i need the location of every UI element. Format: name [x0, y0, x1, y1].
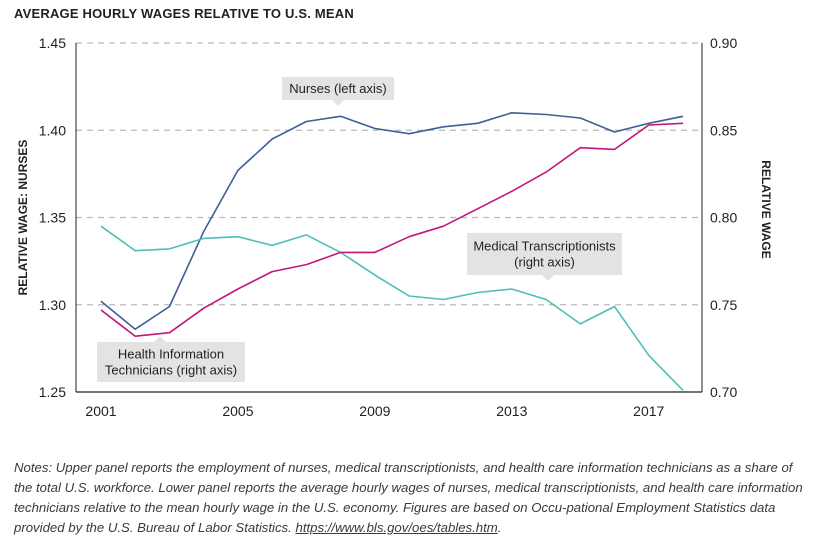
right-tick-label: 0.70: [710, 384, 737, 400]
notes-text: Notes: Upper panel reports the employmen…: [14, 460, 803, 535]
right-tick-label: 0.75: [710, 297, 737, 313]
x-tick-label: 2013: [496, 403, 527, 419]
callout-label-line: (right axis): [514, 255, 575, 270]
x-tick-label: 2017: [633, 403, 664, 419]
callout-label-line: Nurses (left axis): [289, 81, 387, 96]
right-tick-label: 0.80: [710, 210, 737, 226]
right-axis-title: RELATIVE WAGE: [759, 160, 773, 258]
right-tick-label: 0.90: [710, 35, 737, 51]
callout-label: Health Information Technicians (right axi…: [105, 347, 237, 378]
series-line: [100, 122, 684, 338]
callout-pointer: [542, 275, 554, 281]
left-tick-label: 1.35: [39, 210, 66, 226]
x-tick-label: 2009: [359, 403, 390, 419]
callout-box: Health Information Technicians (right axi…: [97, 336, 245, 382]
callout-label: Nurses (left axis): [289, 81, 387, 96]
line-chart: 1.25 1.30 1.35 1.40 1.45 0.70 0.75 0.80 0.85 0.90…: [16, 35, 773, 419]
callouts: Nurses (left axis) Medical Transcriptioni…: [97, 77, 622, 382]
series-line: [100, 112, 684, 331]
callout-bg: [467, 233, 622, 275]
callout-label-line: Medical Transcriptionists: [473, 239, 616, 254]
series-line: [100, 225, 684, 391]
x-tick-label: 2001: [85, 403, 116, 419]
callout-box: Nurses (left axis): [282, 77, 394, 106]
notes-link-suffix: .: [497, 520, 502, 535]
callout-label-line: Technicians (right axis): [105, 363, 237, 378]
chart-notes: Notes: Upper panel reports the employmen…: [14, 458, 810, 538]
x-tick-label: 2005: [222, 403, 253, 419]
callout-label: Medical Transcriptionists (right axis): [473, 239, 616, 270]
callout-bg: [97, 342, 245, 382]
left-tick-label: 1.40: [39, 122, 66, 138]
axes: 1.25 1.30 1.35 1.40 1.45 0.70 0.75 0.80 0.85 0.90…: [16, 35, 773, 419]
left-tick-label: 1.45: [39, 35, 66, 51]
left-tick-label: 1.25: [39, 384, 66, 400]
right-tick-label: 0.85: [710, 122, 737, 138]
bls-link[interactable]: https://www.bls.gov/oes/tables.htm: [295, 520, 498, 535]
callout-pointer: [332, 100, 344, 106]
callout-bg: [282, 77, 394, 100]
chart-title: AVERAGE HOURLY WAGES RELATIVE TO U.S. ME…: [14, 6, 354, 21]
callout-box: Medical Transcriptionists (right axis): [467, 233, 622, 281]
series-lines: [100, 112, 684, 391]
callout-pointer: [154, 336, 166, 342]
left-tick-label: 1.30: [39, 297, 66, 313]
left-axis-title: RELATIVE WAGE: NURSES: [16, 140, 30, 296]
callout-label-line: Health Information: [118, 347, 224, 362]
